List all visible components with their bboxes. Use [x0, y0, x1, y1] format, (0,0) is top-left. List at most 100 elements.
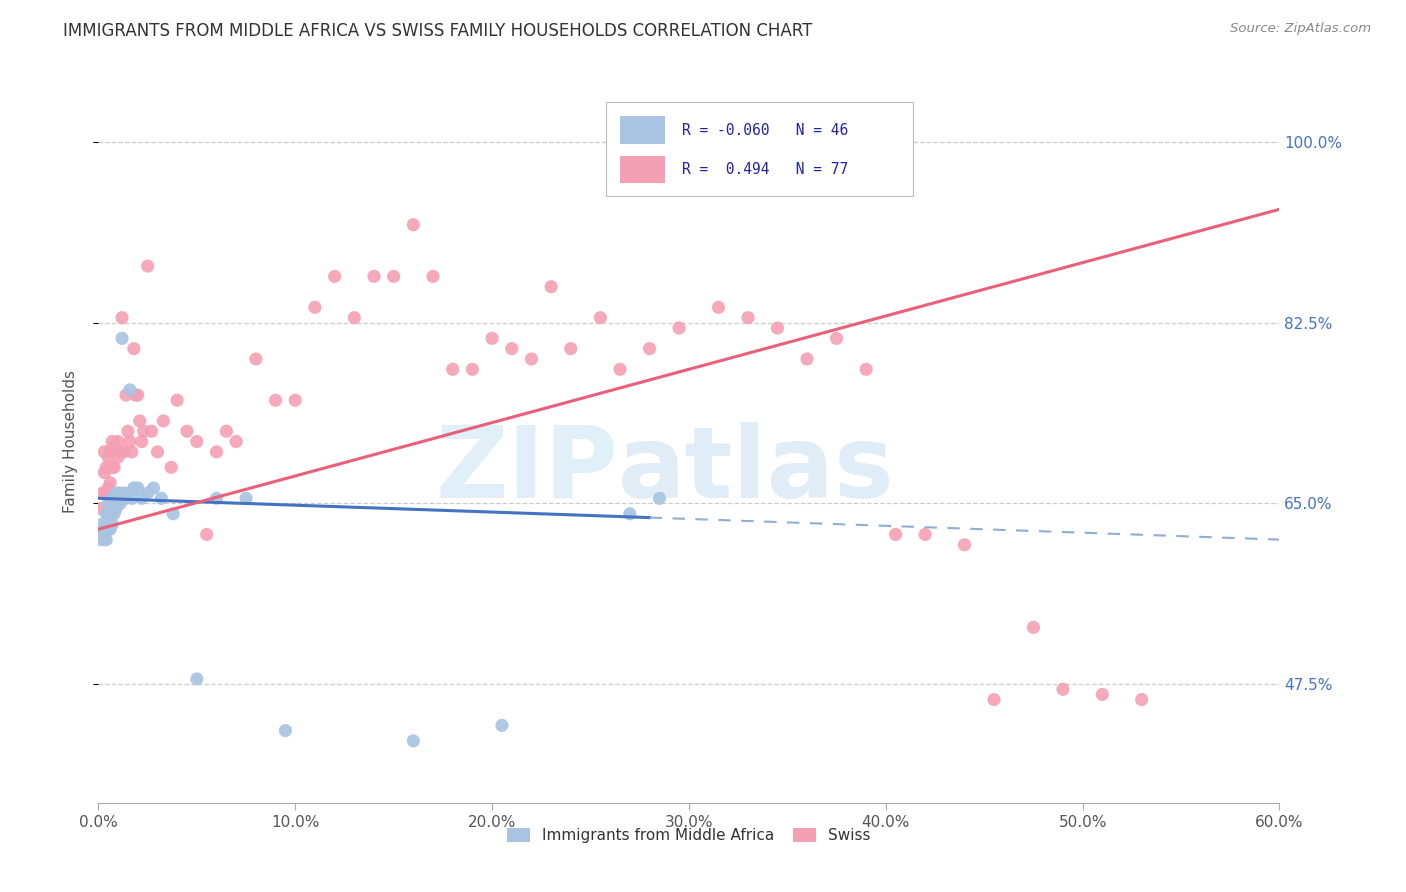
Point	[105, 501, 128, 516]
Point	[125, 388, 148, 402]
Point	[111, 331, 134, 345]
Point	[166, 393, 188, 408]
Point	[1091, 687, 1114, 701]
Point	[105, 445, 128, 459]
Point	[855, 362, 877, 376]
Point	[205, 445, 228, 459]
Point	[461, 362, 484, 376]
Point	[668, 321, 690, 335]
FancyBboxPatch shape	[620, 117, 665, 144]
Point	[304, 301, 326, 315]
Point	[382, 269, 405, 284]
Point	[128, 414, 150, 428]
Point	[638, 342, 661, 356]
Point	[152, 414, 174, 428]
Point	[983, 692, 1005, 706]
Point	[117, 486, 139, 500]
FancyBboxPatch shape	[620, 156, 665, 184]
Point	[205, 491, 228, 506]
Point	[235, 491, 257, 506]
Point	[343, 310, 366, 325]
Point	[131, 434, 153, 449]
Point	[323, 269, 346, 284]
Point	[98, 445, 121, 459]
Point	[101, 517, 124, 532]
Point	[491, 718, 513, 732]
Point	[1130, 692, 1153, 706]
Point	[93, 445, 115, 459]
Point	[136, 259, 159, 273]
Point	[111, 310, 134, 325]
Point	[142, 481, 165, 495]
Point	[402, 734, 425, 748]
Point	[97, 450, 120, 464]
Point	[737, 310, 759, 325]
Point	[117, 424, 139, 438]
Point	[146, 445, 169, 459]
Point	[108, 486, 131, 500]
Point	[98, 507, 121, 521]
Point	[225, 434, 247, 449]
Point	[93, 522, 115, 536]
Point	[481, 331, 503, 345]
Point	[127, 388, 149, 402]
Point	[91, 517, 114, 532]
Point	[96, 522, 118, 536]
Point	[520, 351, 543, 366]
Point	[89, 533, 111, 547]
Point	[1052, 682, 1074, 697]
Point	[118, 434, 141, 449]
Point	[103, 440, 125, 454]
Point	[884, 527, 907, 541]
Point	[107, 496, 129, 510]
Point	[118, 383, 141, 397]
Point	[98, 475, 121, 490]
Point	[363, 269, 385, 284]
Point	[274, 723, 297, 738]
Point	[93, 533, 115, 547]
Point	[112, 486, 135, 500]
Point	[103, 507, 125, 521]
Text: IMMIGRANTS FROM MIDDLE AFRICA VS SWISS FAMILY HOUSEHOLDS CORRELATION CHART: IMMIGRANTS FROM MIDDLE AFRICA VS SWISS F…	[63, 22, 813, 40]
Text: R =  0.494   N = 77: R = 0.494 N = 77	[682, 162, 848, 178]
Point	[101, 491, 124, 506]
Point	[103, 460, 125, 475]
Point	[176, 424, 198, 438]
Point	[112, 445, 135, 459]
Point	[195, 527, 218, 541]
Point	[825, 331, 848, 345]
Point	[122, 342, 145, 356]
Point	[648, 491, 671, 506]
FancyBboxPatch shape	[606, 102, 914, 196]
Point	[108, 445, 131, 459]
Point	[96, 460, 118, 475]
Point	[93, 466, 115, 480]
Point	[914, 527, 936, 541]
Point	[101, 460, 124, 475]
Point	[619, 507, 641, 521]
Point	[101, 434, 124, 449]
Legend: Immigrants from Middle Africa, Swiss: Immigrants from Middle Africa, Swiss	[501, 822, 877, 849]
Point	[96, 533, 118, 547]
Point	[97, 522, 120, 536]
Point	[97, 496, 120, 510]
Point	[186, 672, 208, 686]
Text: R = -0.060   N = 46: R = -0.060 N = 46	[682, 122, 848, 137]
Point	[707, 301, 730, 315]
Point	[98, 522, 121, 536]
Point	[796, 351, 818, 366]
Point	[101, 501, 124, 516]
Point	[540, 279, 562, 293]
Point	[121, 445, 143, 459]
Point	[441, 362, 464, 376]
Point	[141, 424, 163, 438]
Point	[136, 486, 159, 500]
Point	[264, 393, 287, 408]
Point	[284, 393, 307, 408]
Point	[132, 424, 155, 438]
Y-axis label: Family Households: Family Households	[63, 370, 77, 513]
Point	[422, 269, 444, 284]
Point	[97, 507, 120, 521]
Point	[122, 481, 145, 495]
Point	[160, 460, 183, 475]
